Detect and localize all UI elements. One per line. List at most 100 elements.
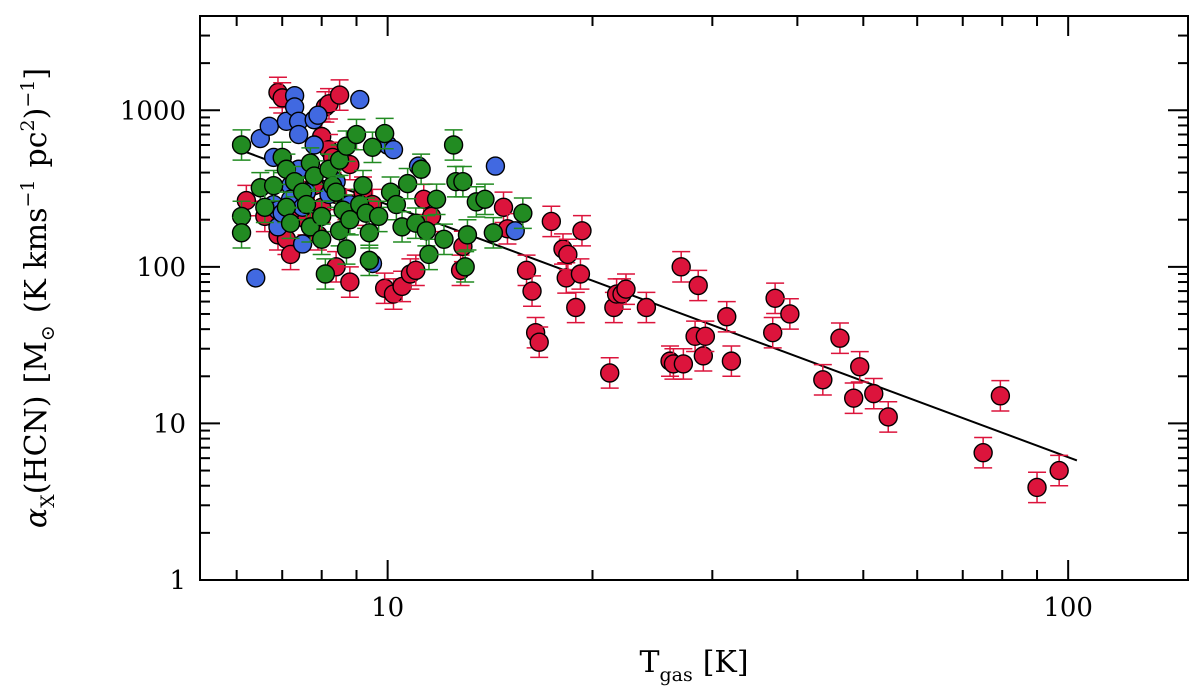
point-marker [493, 197, 514, 218]
red-data-point [522, 275, 542, 308]
point-marker [570, 264, 591, 284]
point-marker [717, 307, 737, 327]
y-label-sup-c: −1 [17, 80, 39, 108]
green-data-point [443, 129, 464, 161]
tick-labels: 10 100 1 10 100 1000 [120, 96, 1093, 623]
x-tick-label: 10 [371, 593, 404, 623]
point-marker [843, 388, 864, 408]
red-data-point [721, 345, 742, 378]
point-marker [457, 225, 478, 245]
blue-data-point [505, 221, 525, 241]
point-marker [973, 443, 993, 463]
red-data-point [830, 322, 850, 355]
green-data-point [434, 223, 454, 256]
red-data-point [636, 291, 657, 324]
y-label-unit-a: (K kms [19, 207, 54, 313]
point-marker [600, 363, 620, 383]
green-data-point [368, 200, 389, 233]
red-data-point [878, 401, 898, 433]
point-marker [541, 211, 562, 232]
y-label-bracket: ] [19, 68, 54, 80]
green-data-point [311, 223, 332, 256]
point-marker [426, 189, 447, 210]
point-marker [383, 139, 404, 160]
point-marker [280, 213, 301, 233]
point-marker [255, 197, 275, 218]
point-marker [688, 275, 708, 296]
point-marker [336, 239, 357, 259]
red-data-point [688, 269, 708, 302]
plot-frame [199, 15, 1189, 581]
y-label-molecule: (HCN) [19, 396, 54, 495]
blue-data-point [304, 135, 324, 155]
point-marker [386, 194, 407, 215]
y-label-sun: ⊙ [37, 325, 59, 341]
point-marker [288, 124, 309, 145]
y-label-sup-a: −1 [17, 179, 39, 207]
axis-ticks [200, 15, 1188, 581]
y-axis-label: αX(HCN)[M⊙(K kms−1pc2)−1] [17, 68, 59, 528]
y-label-sup-b: 2 [17, 119, 39, 131]
point-marker [878, 407, 898, 427]
green-data-point [315, 258, 336, 290]
point-marker [763, 322, 783, 343]
point-marker [374, 123, 395, 144]
point-marker [529, 332, 549, 352]
point-marker [483, 223, 504, 243]
green-data-point [397, 167, 418, 200]
y-label-open: [M [19, 341, 54, 383]
point-marker [416, 221, 437, 241]
blue-data-point [485, 156, 506, 176]
green-data-point [231, 129, 252, 161]
red-data-point [813, 363, 833, 396]
x-axis-label-sub: gas [659, 664, 692, 686]
green-data-point [359, 244, 380, 277]
point-marker [673, 354, 694, 374]
red-data-point [1027, 471, 1047, 504]
green-data-point [304, 160, 324, 192]
point-marker [522, 281, 542, 301]
red-data-point [780, 298, 800, 330]
red-data-point [695, 320, 716, 353]
point-marker [346, 124, 367, 145]
red-data-point [541, 205, 562, 238]
green-data-point [426, 183, 447, 216]
point-marker [572, 221, 592, 241]
point-marker [231, 135, 252, 155]
y-tick-label: 100 [136, 253, 186, 283]
point-marker [411, 159, 431, 179]
green-data-point [455, 250, 475, 283]
point-marker [397, 173, 418, 194]
point-marker [311, 229, 332, 249]
point-marker [516, 260, 537, 281]
point-marker [505, 221, 525, 241]
red-data-point [673, 347, 694, 380]
green-data-point [336, 233, 357, 265]
blue-data-point [383, 139, 404, 160]
red-data-point [570, 258, 591, 290]
point-marker [292, 234, 313, 254]
point-marker [263, 175, 284, 196]
point-marker [315, 264, 336, 284]
green-data-point [346, 118, 367, 151]
x-tick-label: 100 [1043, 593, 1093, 623]
y-tick-label: 1000 [120, 96, 186, 126]
green-data-point [311, 200, 332, 233]
red-data-point [329, 79, 350, 112]
fit-line [246, 151, 1078, 462]
red-data-point [340, 266, 360, 298]
point-marker [359, 223, 380, 243]
x-axis-label-main: T [639, 645, 659, 680]
point-marker [453, 171, 473, 192]
point-marker [864, 383, 884, 404]
blue-data-point [246, 268, 266, 288]
red-data-point [566, 291, 586, 324]
red-data-point [990, 379, 1011, 412]
point-marker [475, 189, 495, 210]
point-marker [455, 257, 475, 277]
blue-data-point [350, 89, 370, 110]
y-label-unit-b: pc [19, 131, 54, 167]
x-axis-label: Tgas [K] [639, 645, 748, 686]
